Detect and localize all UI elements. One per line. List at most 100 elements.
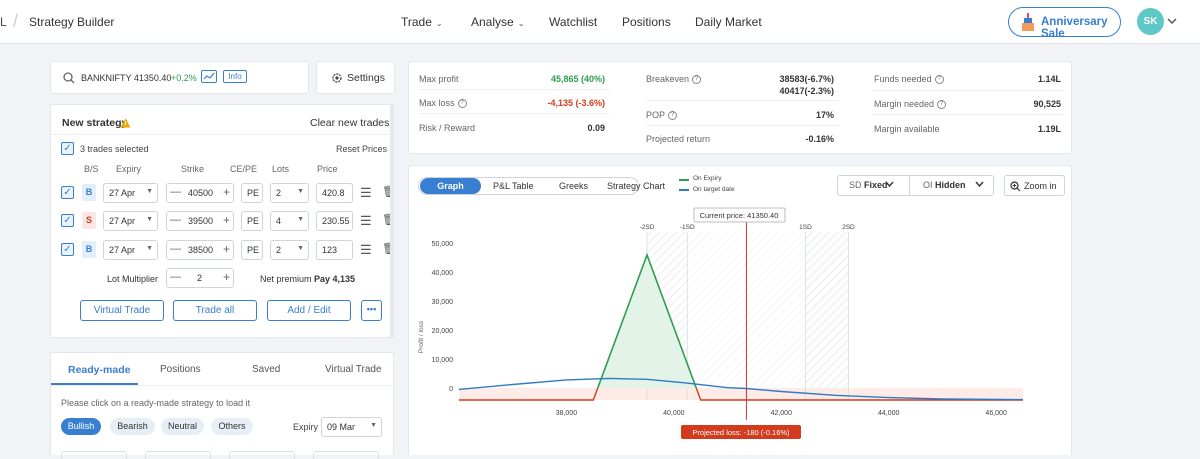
tab-virtual-trade[interactable]: Virtual Trade: [325, 364, 382, 375]
filter-others[interactable]: Others: [211, 418, 253, 435]
filter-bearish[interactable]: Bearish: [110, 418, 155, 435]
tab-saved[interactable]: Saved: [252, 364, 281, 375]
nav-positions[interactable]: Positions: [622, 15, 671, 29]
margin-needed-label: Margin needed?: [874, 99, 947, 110]
virtual-trade-button[interactable]: Virtual Trade: [80, 300, 164, 321]
price-input[interactable]: 123: [316, 240, 353, 260]
tab-pnl-table[interactable]: P&L Table: [493, 181, 534, 191]
row-checkbox[interactable]: ✓: [61, 186, 74, 199]
drag-handle-icon[interactable]: ☰: [360, 242, 372, 257]
help-icon[interactable]: ?: [668, 111, 678, 121]
chart-icon[interactable]: [201, 70, 217, 83]
row-checkbox[interactable]: ✓: [61, 243, 74, 256]
col-lots: Lots: [272, 164, 290, 174]
expiry-select[interactable]: 27 Apr ▼: [103, 183, 158, 203]
sd-select[interactable]: SD Fixed: [849, 180, 888, 190]
readymade-expiry-select[interactable]: 09 Mar ▼: [321, 417, 382, 437]
payoff-chart[interactable]: -2SD -1SD 1SD 2SD 50,000 40,000 30,000 20,000 10…: [409, 202, 1073, 456]
minus-icon[interactable]: —: [170, 214, 181, 226]
divider: [909, 176, 910, 195]
price-input[interactable]: 420.8: [316, 183, 353, 203]
help-icon[interactable]: ?: [457, 99, 467, 109]
price-input[interactable]: 230.55: [316, 211, 353, 231]
legend-expiry-swatch: [679, 179, 689, 181]
trade-all-button[interactable]: Trade all: [173, 300, 257, 321]
chevron-down-icon[interactable]: [1167, 18, 1177, 25]
x-tick-label: 44,000: [878, 410, 900, 417]
divider: [51, 385, 393, 386]
legend-expiry: On Expiry: [693, 175, 722, 182]
strike-stepper[interactable]: — 39500 +: [166, 211, 234, 231]
drag-handle-icon[interactable]: ☰: [360, 213, 372, 228]
tab-greeks[interactable]: Greeks: [559, 181, 589, 191]
buy-badge[interactable]: B: [82, 184, 96, 201]
option-type[interactable]: PE: [241, 211, 263, 231]
strategy-card: New strategy Clear new trades ✓ 3 trades…: [50, 104, 396, 338]
info-button[interactable]: Info: [223, 70, 247, 83]
y-tick-label: 20,000: [432, 328, 454, 335]
filter-bullish[interactable]: Bullish: [61, 418, 101, 435]
nav-watchlist[interactable]: Watchlist: [549, 15, 598, 29]
target-date-line: [458, 377, 1024, 401]
nav-trade[interactable]: Trade ⌄: [401, 15, 443, 29]
strike-stepper[interactable]: — 38500 +: [166, 240, 234, 260]
minus-icon[interactable]: —: [170, 243, 181, 255]
reset-prices-button[interactable]: Reset Prices: [336, 144, 388, 154]
minus-icon[interactable]: —: [170, 271, 181, 283]
oi-select[interactable]: OI Hidden: [923, 180, 966, 190]
profit-zone: [597, 254, 697, 388]
more-options-button[interactable]: •••: [361, 300, 382, 321]
tab-positions[interactable]: Positions: [160, 364, 201, 375]
avatar[interactable]: SK: [1137, 8, 1164, 35]
add-edit-button[interactable]: Add / Edit: [267, 300, 351, 321]
nav-daily-market[interactable]: Daily Market: [695, 15, 762, 29]
sell-badge[interactable]: S: [82, 212, 96, 229]
help-icon[interactable]: ?: [934, 75, 944, 85]
strategy-tile[interactable]: [145, 451, 211, 459]
anniversary-sale-button[interactable]: Anniversary Sale: [1008, 7, 1121, 40]
drag-handle-icon[interactable]: ☰: [360, 185, 372, 200]
svg-text:Projected loss: -180 (-0.16%): Projected loss: -180 (-0.16%): [692, 428, 790, 437]
help-icon[interactable]: ?: [692, 75, 702, 85]
strategy-tile[interactable]: [229, 451, 295, 459]
lots-select[interactable]: 2 ▼: [270, 240, 309, 260]
expiry-select[interactable]: 27 Apr ▼: [103, 211, 158, 231]
lots-select[interactable]: 4 ▼: [270, 211, 309, 231]
expiry-select[interactable]: 27 Apr ▼: [103, 240, 158, 260]
scrollbar[interactable]: [390, 104, 394, 338]
strategy-tile[interactable]: [313, 451, 379, 459]
funds-needed-label: Funds needed?: [874, 74, 944, 85]
active-tab-indicator: [51, 383, 138, 385]
lots-select[interactable]: 2 ▼: [270, 183, 309, 203]
plus-icon[interactable]: +: [223, 242, 231, 256]
tab-graph[interactable]: Graph: [420, 178, 481, 194]
clear-new-trades-button[interactable]: Clear new trades: [310, 117, 390, 129]
settings-button[interactable]: Settings: [316, 61, 395, 94]
graph-tab-group: [418, 177, 639, 195]
tab-readymade[interactable]: Ready-made: [68, 364, 131, 376]
filter-neutral[interactable]: Neutral: [161, 418, 204, 435]
buy-badge[interactable]: B: [82, 241, 96, 258]
zoom-in-button[interactable]: Zoom in: [1004, 175, 1065, 196]
lot-multiplier-stepper[interactable]: — 2 +: [166, 268, 234, 288]
search-icon: [63, 72, 75, 84]
legend-target-swatch: [679, 189, 689, 191]
option-type[interactable]: PE: [241, 240, 263, 260]
plus-icon[interactable]: +: [223, 270, 231, 284]
select-all-checkbox[interactable]: ✓: [61, 142, 74, 155]
minus-icon[interactable]: —: [170, 186, 181, 198]
legend-target: On target date: [693, 186, 735, 193]
option-type[interactable]: PE: [241, 183, 263, 203]
help-icon[interactable]: ?: [937, 100, 947, 110]
graph-card: Graph P&L Table Greeks Strategy Chart On…: [408, 165, 1072, 455]
tab-strategy-chart[interactable]: Strategy Chart: [607, 181, 666, 191]
strike-stepper[interactable]: — 40500 +: [166, 183, 234, 203]
strategy-tile[interactable]: [61, 451, 127, 459]
nav-analyse[interactable]: Analyse ⌄: [471, 15, 525, 29]
plus-icon[interactable]: +: [223, 213, 231, 227]
plus-icon[interactable]: +: [223, 185, 231, 199]
warning-icon: [120, 118, 131, 128]
row-checkbox[interactable]: ✓: [61, 214, 74, 227]
instrument-search[interactable]: BANKNIFTY 41350.40 +0.2% Info: [50, 61, 309, 94]
x-tick-label: 38,000: [556, 410, 578, 417]
